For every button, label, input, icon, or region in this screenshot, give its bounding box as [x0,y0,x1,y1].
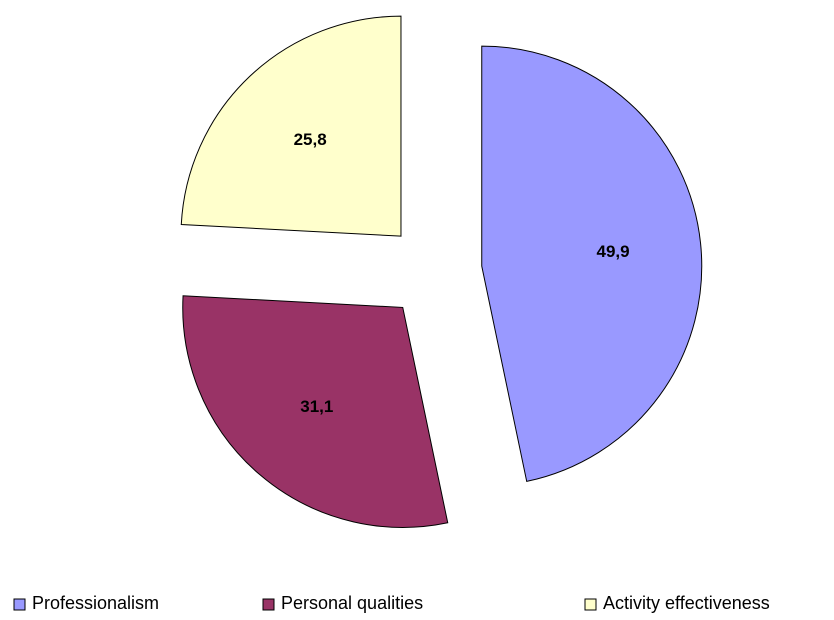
legend-label: Activity effectiveness [603,593,770,613]
legend-label: Professionalism [32,593,159,613]
legend-swatch [584,598,597,611]
pie-slice [182,295,449,528]
pie-slice [481,45,703,483]
legend-label: Personal qualities [281,593,423,613]
data-label: 49,9 [597,242,630,261]
legend-swatch [13,598,26,611]
data-label: 31,1 [300,397,333,416]
legend-swatch [262,598,275,611]
pie-slice [180,15,402,237]
data-label: 25,8 [294,130,327,149]
